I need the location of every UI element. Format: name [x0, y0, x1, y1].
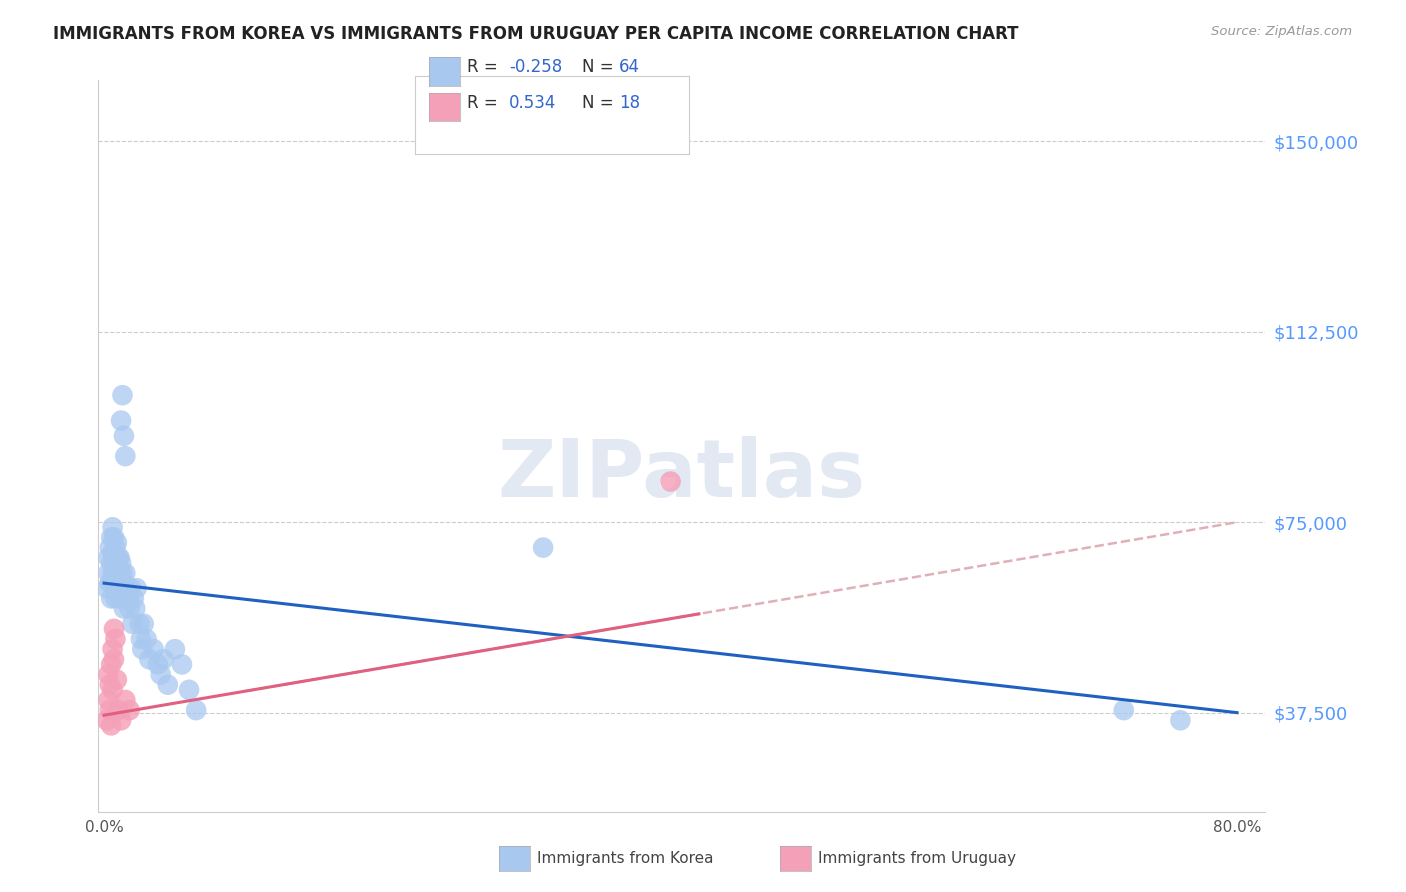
Point — [100, 556, 122, 570]
Point — [101, 566, 124, 580]
Point — [117, 591, 139, 606]
Point — [103, 550, 125, 565]
Point — [98, 541, 121, 555]
Point — [111, 388, 134, 402]
Point — [125, 581, 148, 595]
Text: Immigrants from Korea: Immigrants from Korea — [537, 851, 714, 865]
Point — [118, 601, 141, 615]
Point — [107, 703, 129, 717]
Point — [124, 601, 146, 615]
Text: 64: 64 — [619, 58, 640, 76]
Point — [105, 556, 128, 570]
Point — [107, 581, 129, 595]
Point — [104, 632, 127, 646]
Text: 18: 18 — [619, 94, 640, 112]
Point — [111, 566, 134, 580]
Point — [1170, 714, 1192, 728]
Point — [121, 616, 143, 631]
Point — [103, 652, 125, 666]
Text: R =: R = — [467, 58, 503, 76]
Text: Immigrants from Uruguay: Immigrants from Uruguay — [818, 851, 1017, 865]
Text: N =: N = — [582, 94, 619, 112]
Point — [97, 667, 120, 681]
Point — [97, 550, 120, 565]
Point — [531, 541, 554, 555]
Point — [120, 581, 142, 595]
Point — [1112, 703, 1135, 717]
Point — [101, 546, 124, 560]
Point — [98, 678, 121, 692]
Point — [156, 678, 179, 692]
Point — [100, 530, 122, 544]
Point — [114, 591, 136, 606]
Point — [115, 581, 138, 595]
Point — [97, 566, 120, 580]
Text: N =: N = — [582, 58, 619, 76]
Point — [149, 667, 172, 681]
Point — [108, 550, 131, 565]
Point — [98, 576, 121, 591]
Point — [101, 520, 124, 534]
Point — [110, 414, 132, 428]
Text: ZIPatlas: ZIPatlas — [498, 436, 866, 515]
Point — [110, 714, 132, 728]
Point — [96, 581, 118, 595]
Point — [103, 530, 125, 544]
Point — [104, 541, 127, 555]
Point — [98, 703, 121, 717]
Point — [142, 642, 165, 657]
Point — [107, 550, 129, 565]
Point — [103, 576, 125, 591]
Point — [104, 566, 127, 580]
Point — [132, 616, 155, 631]
Point — [186, 703, 208, 717]
Point — [111, 581, 134, 595]
Point — [107, 561, 129, 575]
Point — [170, 657, 193, 672]
Point — [112, 601, 135, 615]
Point — [105, 571, 128, 585]
Point — [104, 591, 127, 606]
Point — [101, 682, 124, 697]
Point — [110, 556, 132, 570]
Point — [105, 673, 128, 687]
Point — [112, 576, 135, 591]
Text: -0.258: -0.258 — [509, 58, 562, 76]
Point — [129, 632, 152, 646]
Point — [101, 642, 124, 657]
Text: R =: R = — [467, 94, 503, 112]
Point — [100, 718, 122, 732]
Point — [163, 642, 186, 657]
Point — [114, 566, 136, 580]
Point — [97, 693, 120, 707]
Point — [108, 566, 131, 580]
Point — [100, 657, 122, 672]
Point — [114, 693, 136, 707]
Point — [138, 652, 160, 666]
Point — [112, 429, 135, 443]
Point — [152, 652, 174, 666]
Point — [146, 657, 169, 672]
Point — [131, 642, 153, 657]
Point — [100, 591, 122, 606]
Text: Source: ZipAtlas.com: Source: ZipAtlas.com — [1212, 25, 1353, 38]
Point — [128, 616, 150, 631]
Point — [177, 682, 200, 697]
Text: 0.534: 0.534 — [509, 94, 557, 112]
Point — [110, 576, 132, 591]
Point — [103, 622, 125, 636]
Point — [108, 591, 131, 606]
Point — [96, 714, 118, 728]
Point — [135, 632, 157, 646]
Point — [659, 475, 682, 489]
Point — [118, 703, 141, 717]
Point — [105, 535, 128, 549]
Point — [114, 449, 136, 463]
Text: IMMIGRANTS FROM KOREA VS IMMIGRANTS FROM URUGUAY PER CAPITA INCOME CORRELATION C: IMMIGRANTS FROM KOREA VS IMMIGRANTS FROM… — [53, 25, 1019, 43]
Point — [122, 591, 145, 606]
